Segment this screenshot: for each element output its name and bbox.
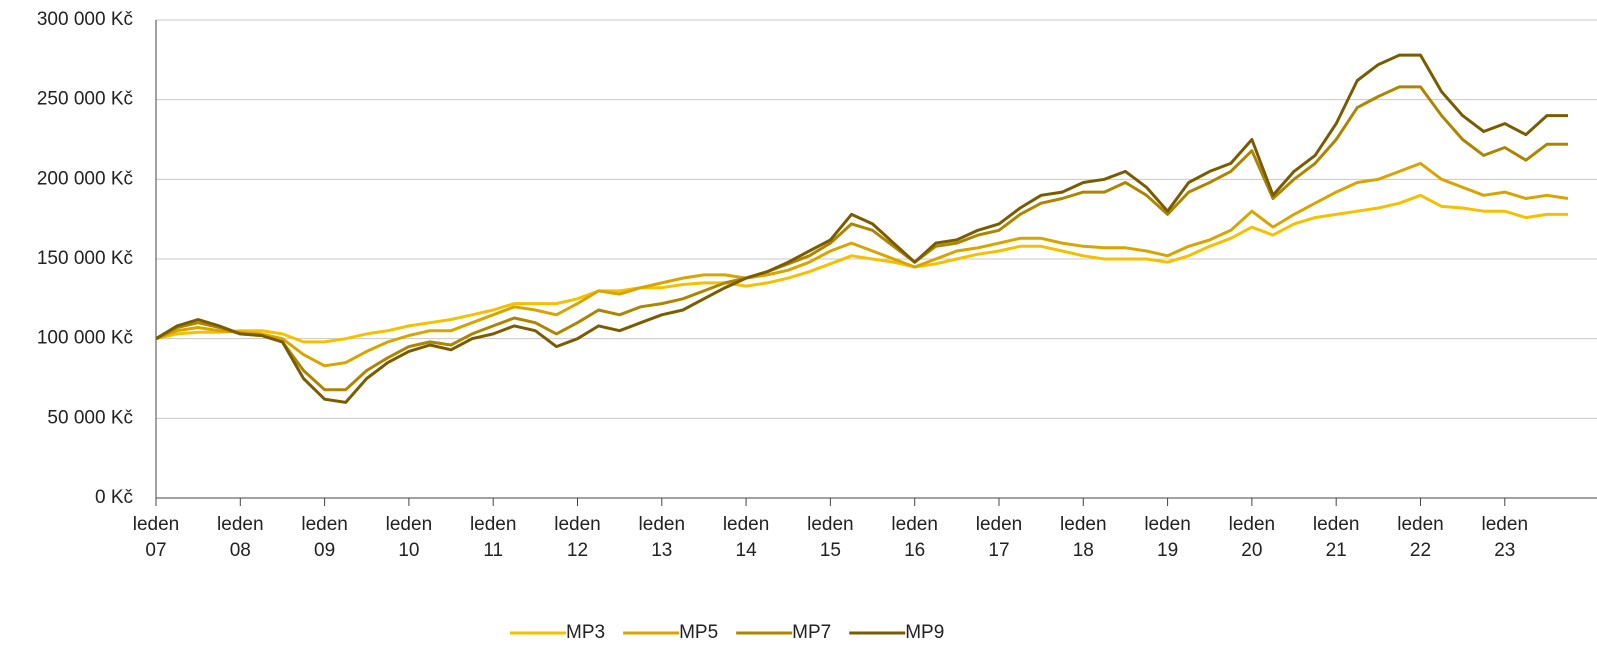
x-tick-label: leden 19	[1144, 514, 1191, 561]
y-tick-label: 250 000 Kč	[37, 89, 133, 110]
x-tick-label: leden 15	[807, 514, 854, 561]
legend-label: MP5	[679, 622, 718, 643]
x-tick-label: leden 12	[554, 514, 601, 561]
x-tick-label: leden 11	[469, 514, 517, 561]
x-tick-label: leden 17	[975, 514, 1023, 561]
y-tick-label: 150 000 Kč	[37, 248, 133, 269]
x-tick-label: leden 20	[1228, 514, 1276, 561]
x-tick-label: leden 16	[891, 514, 938, 561]
x-tick-label: leden 09	[301, 514, 348, 561]
y-tick-label: 100 000 Kč	[37, 328, 133, 349]
x-tick-label: leden 14	[722, 514, 770, 561]
legend-label: MP7	[792, 622, 831, 643]
y-tick-label: 300 000 Kč	[37, 9, 133, 30]
x-tick-label: leden 10	[385, 514, 433, 561]
x-tick-label: leden 07	[132, 514, 180, 561]
x-tick-label: leden 21	[1312, 514, 1360, 561]
legend-label: MP3	[566, 622, 605, 643]
legend-label: MP9	[905, 622, 944, 643]
series-line	[155, 193, 1568, 344]
series-line	[155, 85, 1568, 392]
series-line	[155, 53, 1568, 404]
x-tick-label: leden 18	[1060, 514, 1107, 561]
series-line	[155, 161, 1569, 368]
x-tick-label: leden 22	[1397, 514, 1444, 561]
y-tick-label: 50 000 Kč	[47, 407, 133, 428]
y-tick-label: 0 Kč	[95, 487, 133, 508]
x-tick-label: leden 13	[638, 514, 686, 561]
x-tick-label: leden 08	[217, 514, 264, 561]
y-tick-label: 200 000 Kč	[37, 168, 133, 189]
x-tick-label: leden 23	[1481, 514, 1529, 561]
